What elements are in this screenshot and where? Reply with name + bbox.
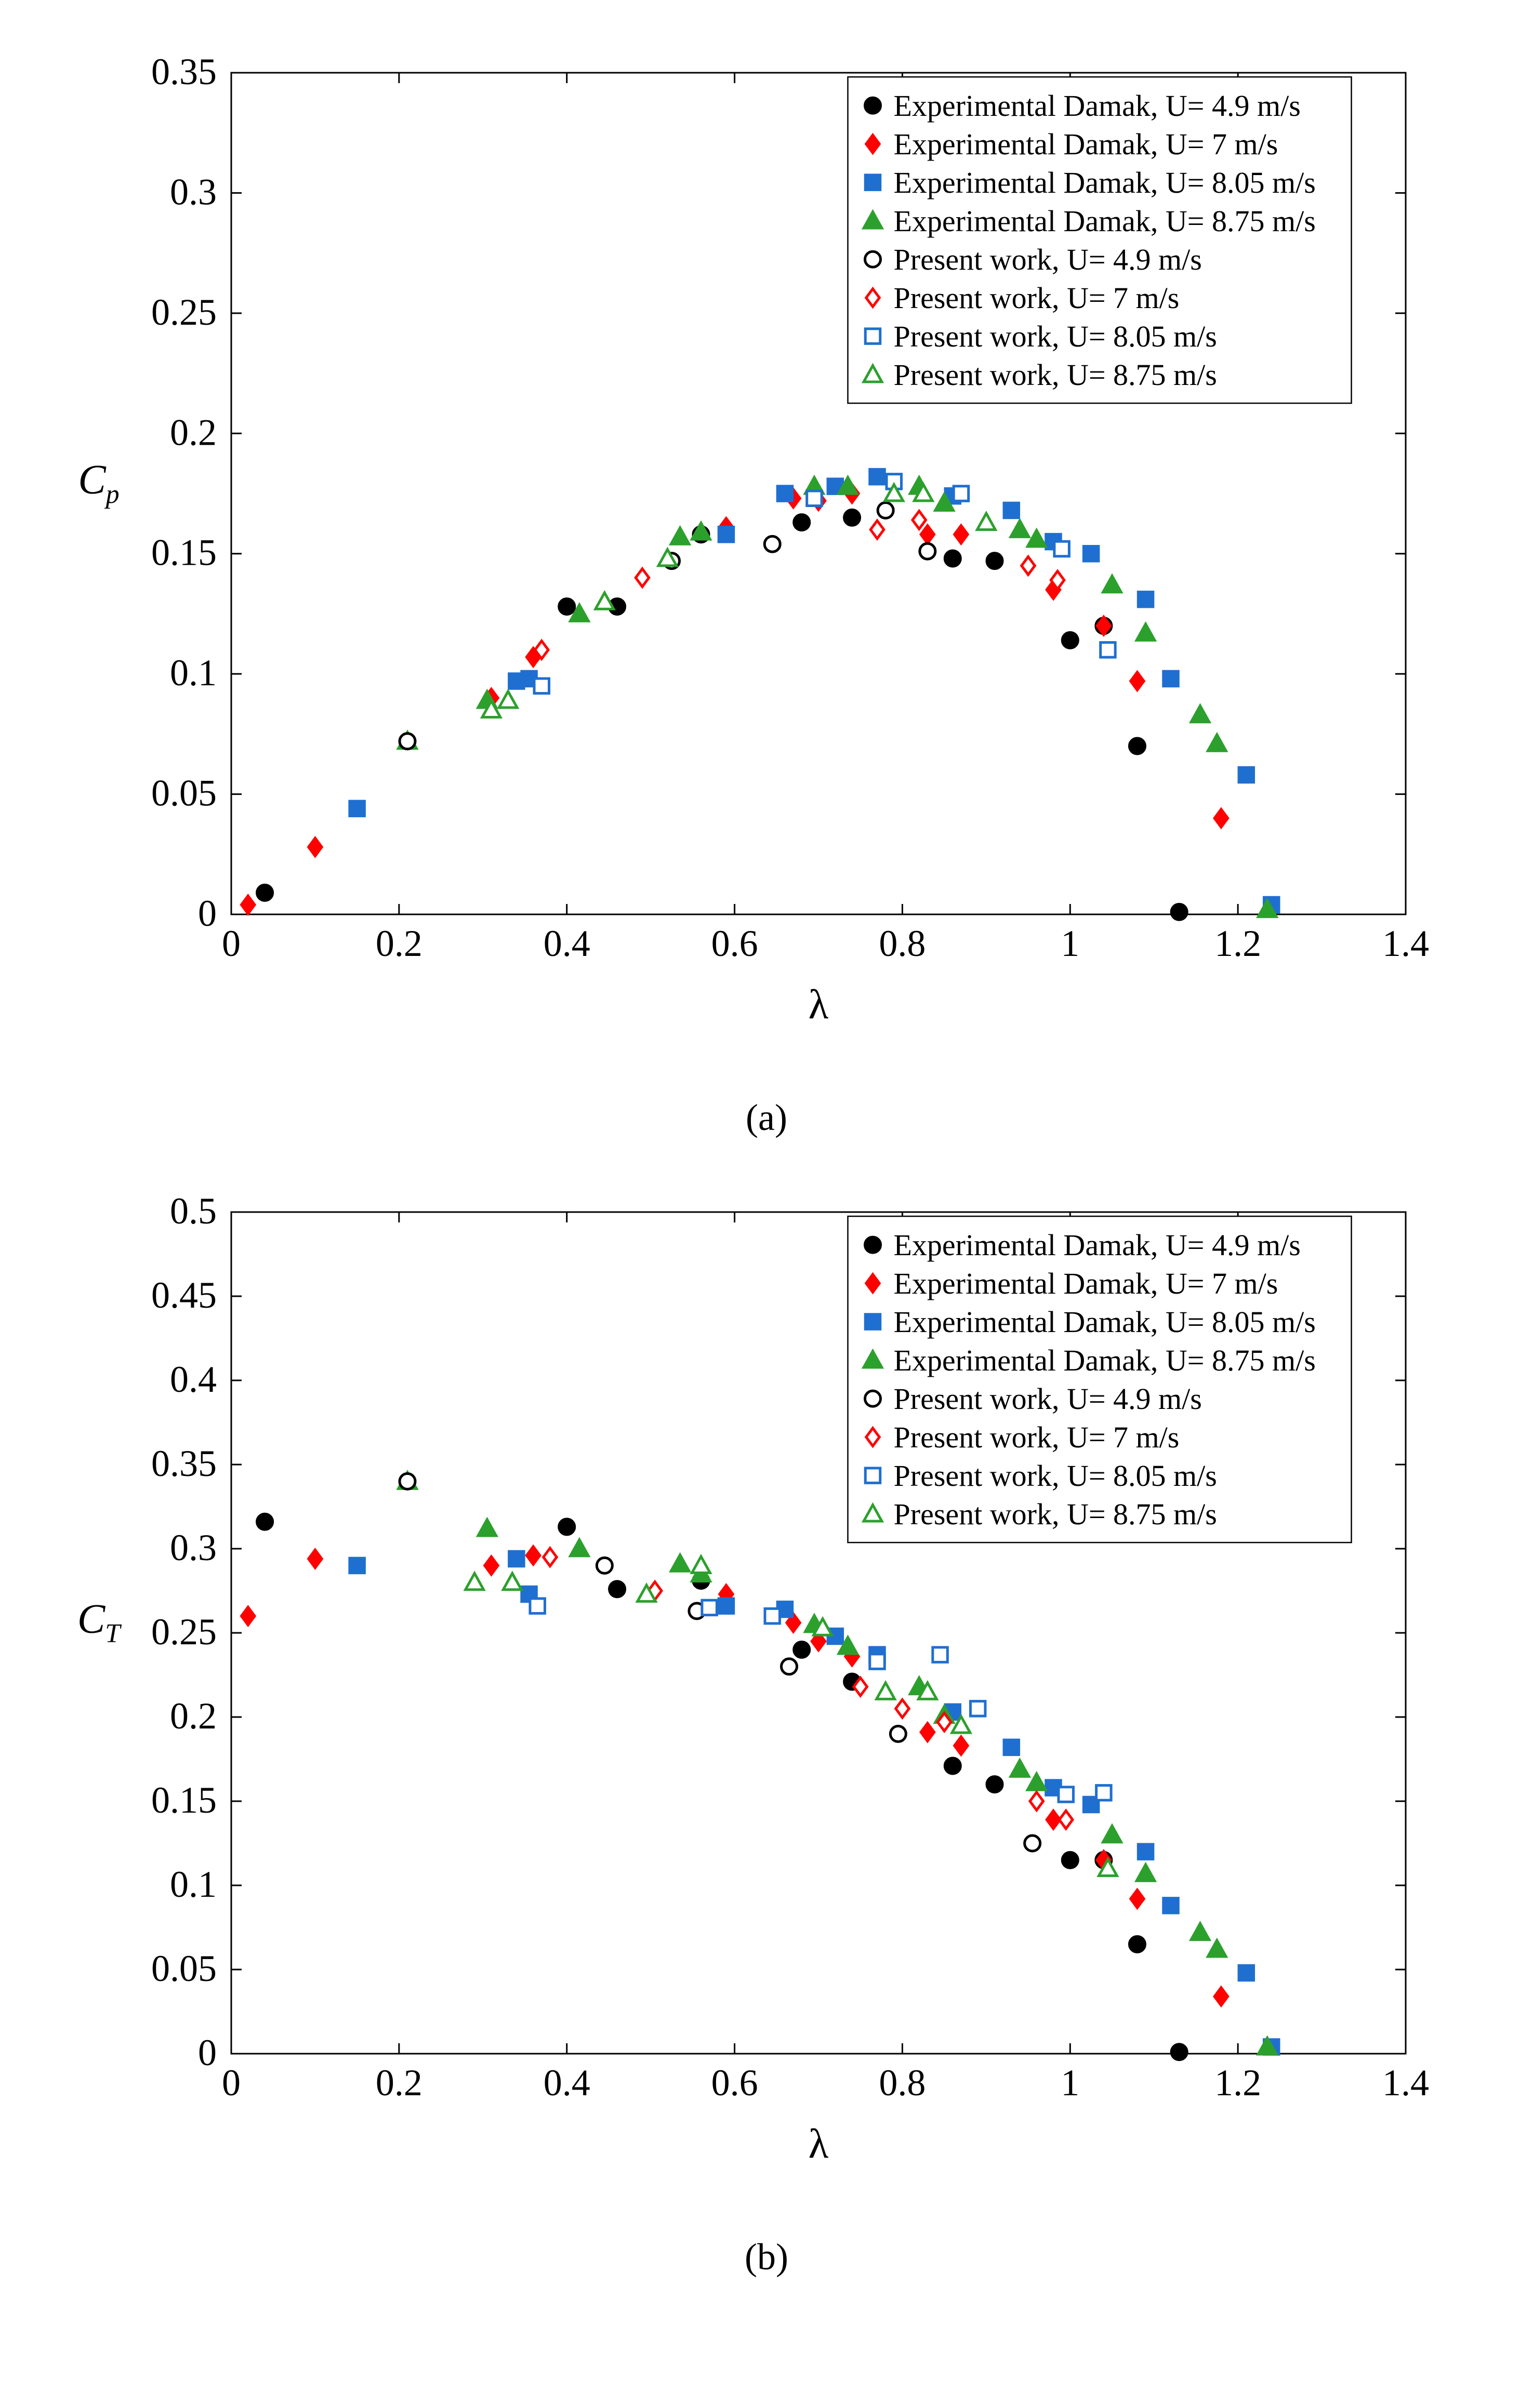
svg-text:Present work, U= 8.75 m/s: Present work, U= 8.75 m/s xyxy=(894,1497,1217,1531)
svg-text:Present work, U= 7 m/s: Present work, U= 7 m/s xyxy=(894,281,1180,315)
svg-text:Present work, U= 8.05 m/s: Present work, U= 8.05 m/s xyxy=(894,1459,1217,1493)
svg-text:0.6: 0.6 xyxy=(711,923,758,964)
svg-text:0.25: 0.25 xyxy=(151,1611,217,1653)
svg-text:Present work, U= 4.9 m/s: Present work, U= 4.9 m/s xyxy=(894,1382,1202,1416)
svg-text:CT: CT xyxy=(77,1597,122,1648)
svg-text:0.2: 0.2 xyxy=(376,2062,422,2104)
svg-text:λ: λ xyxy=(809,982,829,1028)
svg-text:0.3: 0.3 xyxy=(170,171,217,212)
svg-text:1.2: 1.2 xyxy=(1214,2062,1261,2104)
svg-text:0.2: 0.2 xyxy=(170,411,217,453)
svg-text:1: 1 xyxy=(1061,2062,1079,2104)
svg-text:0.05: 0.05 xyxy=(151,773,217,814)
svg-text:Experimental Damak, U= 7 m/s: Experimental Damak, U= 7 m/s xyxy=(894,127,1278,161)
svg-text:0.2: 0.2 xyxy=(376,923,422,964)
caption-b: (b) xyxy=(745,2236,788,2279)
page: 0 0.2 0.4 0.6 0.8 1 1.2 1.4 λ 0 0.05 0.1 0.15 0.2 0.25… xyxy=(0,0,1533,2331)
svg-text:0: 0 xyxy=(222,923,241,964)
svg-text:Experimental Damak, U= 8.05 m/: Experimental Damak, U= 8.05 m/s xyxy=(894,1305,1316,1339)
svg-text:0.6: 0.6 xyxy=(711,2062,758,2104)
svg-text:Experimental Damak, U= 8.75 m/: Experimental Damak, U= 8.75 m/s xyxy=(894,1343,1316,1377)
svg-text:λ: λ xyxy=(809,2121,829,2167)
panel-b: 0 0.2 0.4 0.6 0.8 1 1.2 1.4 λ 0 0.05 0.1 0.15 0.2 0.25… xyxy=(65,1160,1468,2299)
svg-text:0.35: 0.35 xyxy=(151,51,217,92)
svg-text:0: 0 xyxy=(198,893,217,934)
svg-text:Present work, U= 8.75 m/s: Present work, U= 8.75 m/s xyxy=(894,358,1217,392)
svg-text:0.45: 0.45 xyxy=(151,1274,217,1316)
chart-a-svg: 0 0.2 0.4 0.6 0.8 1 1.2 1.4 λ 0 0.05 0.1 0.15 0.2 0.25… xyxy=(65,21,1468,1086)
svg-text:Experimental Damak, U= 4.9 m/s: Experimental Damak, U= 4.9 m/s xyxy=(894,89,1301,123)
svg-text:1.4: 1.4 xyxy=(1382,2062,1429,2104)
svg-text:0.8: 0.8 xyxy=(879,2062,926,2104)
svg-text:Cp: Cp xyxy=(78,457,119,509)
svg-text:0.3: 0.3 xyxy=(170,1527,217,1568)
svg-text:Experimental Damak, U= 4.9 m/s: Experimental Damak, U= 4.9 m/s xyxy=(894,1228,1301,1262)
svg-text:Present work, U= 8.05 m/s: Present work, U= 8.05 m/s xyxy=(894,320,1217,353)
svg-text:0.4: 0.4 xyxy=(170,1359,217,1400)
svg-text:1.2: 1.2 xyxy=(1214,923,1261,964)
svg-text:0.15: 0.15 xyxy=(151,1779,217,1821)
svg-text:1.4: 1.4 xyxy=(1382,923,1429,964)
svg-text:0.1: 0.1 xyxy=(170,1864,217,1905)
svg-text:Experimental Damak, U= 8.75 m/: Experimental Damak, U= 8.75 m/s xyxy=(894,204,1316,238)
svg-text:0.2: 0.2 xyxy=(170,1695,217,1737)
svg-text:0: 0 xyxy=(198,2032,217,2073)
svg-text:Present work, U= 4.9 m/s: Present work, U= 4.9 m/s xyxy=(894,243,1202,276)
svg-text:0.15: 0.15 xyxy=(151,532,217,574)
panel-a: 0 0.2 0.4 0.6 0.8 1 1.2 1.4 λ 0 0.05 0.1 0.15 0.2 0.25… xyxy=(65,21,1468,1160)
svg-text:Experimental Damak, U= 7 m/s: Experimental Damak, U= 7 m/s xyxy=(894,1267,1278,1300)
svg-text:1: 1 xyxy=(1061,923,1079,964)
svg-text:0: 0 xyxy=(222,2062,241,2104)
chart-b-svg: 0 0.2 0.4 0.6 0.8 1 1.2 1.4 λ 0 0.05 0.1 0.15 0.2 0.25… xyxy=(65,1160,1468,2225)
svg-text:0.05: 0.05 xyxy=(151,1948,217,1989)
svg-text:0.25: 0.25 xyxy=(151,291,217,333)
caption-a: (a) xyxy=(746,1096,787,1139)
svg-text:0.8: 0.8 xyxy=(879,923,926,964)
svg-text:Experimental Damak, U= 8.05 m/: Experimental Damak, U= 8.05 m/s xyxy=(894,166,1316,199)
svg-text:0.35: 0.35 xyxy=(151,1443,217,1484)
svg-text:0.4: 0.4 xyxy=(544,2062,590,2104)
svg-text:0.4: 0.4 xyxy=(544,923,590,964)
svg-text:0.5: 0.5 xyxy=(170,1190,217,1232)
svg-text:0.1: 0.1 xyxy=(170,652,217,694)
svg-text:Present work, U= 7 m/s: Present work, U= 7 m/s xyxy=(894,1420,1180,1454)
